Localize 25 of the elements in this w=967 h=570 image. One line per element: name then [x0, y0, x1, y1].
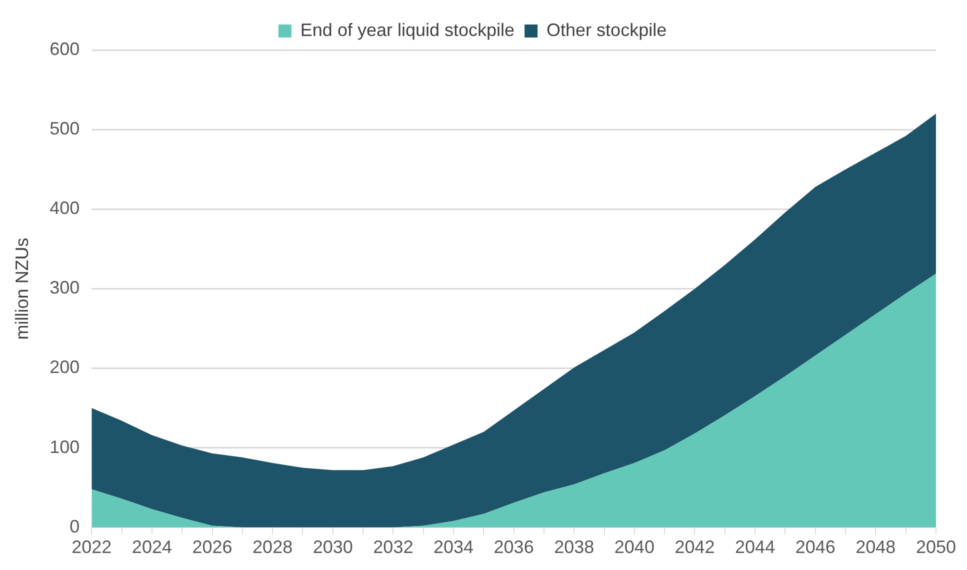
- y-tick-label: 400: [50, 198, 80, 218]
- x-tick-label: 2032: [373, 537, 414, 558]
- x-tick-label: 2030: [312, 537, 353, 558]
- y-tick-label: 100: [50, 436, 80, 457]
- y-tick-label: 500: [50, 118, 80, 139]
- x-tick-label: 2028: [252, 537, 293, 558]
- x-tick-label: 2026: [192, 537, 232, 558]
- legend-label: Other stockpile: [546, 20, 667, 40]
- x-tick-label: 2044: [735, 537, 776, 558]
- x-tick-label: 2034: [433, 537, 474, 558]
- x-tick-label: 2040: [614, 537, 654, 558]
- y-tick-label: 200: [50, 357, 80, 378]
- x-tick-label: 2036: [494, 537, 534, 558]
- x-tick-label: 2046: [795, 537, 836, 558]
- y-axis-title: million NZUs: [12, 238, 32, 340]
- y-tick-label: 0: [70, 516, 80, 536]
- x-tick-label: 2050: [916, 537, 956, 558]
- y-tick-label: 300: [50, 278, 80, 298]
- x-tick-label: 2048: [856, 537, 896, 558]
- x-tick-label: 2038: [554, 537, 594, 558]
- x-tick-label: 2024: [132, 537, 172, 558]
- y-tick-label: 600: [50, 38, 80, 59]
- x-tick-label: 2042: [674, 537, 715, 558]
- legend-label: End of year liquid stockpile: [300, 20, 515, 40]
- x-tick-label: 2022: [72, 537, 112, 558]
